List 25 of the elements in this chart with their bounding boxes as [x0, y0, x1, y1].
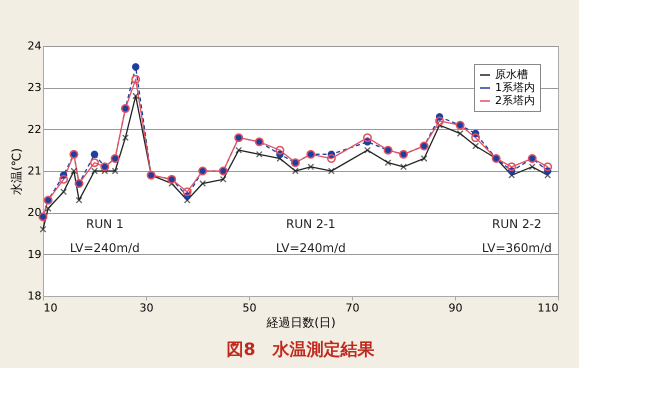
- annotation: RUN 1: [86, 217, 124, 231]
- y-tick-label: 24: [28, 40, 42, 52]
- annotation: RUN 2-2: [492, 217, 542, 231]
- text: 図8 水温測定結果: [226, 340, 376, 360]
- annotation: LV=240m/d: [70, 241, 140, 255]
- y-tick-label: 22: [28, 122, 42, 136]
- legend-label: 原水槽: [495, 68, 528, 81]
- legend-label: 2系塔内: [495, 94, 535, 107]
- annotation: LV=240m/d: [276, 241, 346, 255]
- x-tick-label: 50: [242, 302, 256, 314]
- y-tick-label: 18: [28, 290, 42, 302]
- x-tick-label: 110: [538, 302, 558, 314]
- annotation: LV=360m/d: [482, 241, 552, 255]
- x-tick-label: 10: [44, 302, 58, 314]
- legend-label: 1系塔内: [495, 81, 535, 94]
- y-tick-label: 21: [28, 164, 42, 178]
- y-tick-label: 19: [28, 248, 42, 261]
- x-tick-label: 30: [140, 302, 154, 314]
- x-tick-label: 70: [346, 302, 360, 314]
- annotation: RUN 2-1: [286, 217, 336, 231]
- x-tick-label: 90: [448, 302, 462, 314]
- y-tick-label: 23: [28, 81, 42, 94]
- y-tick-label: 20: [28, 206, 42, 220]
- x-axis-title: 経過日数(日): [265, 316, 336, 330]
- y-axis-title: 水温(℃): [10, 148, 24, 195]
